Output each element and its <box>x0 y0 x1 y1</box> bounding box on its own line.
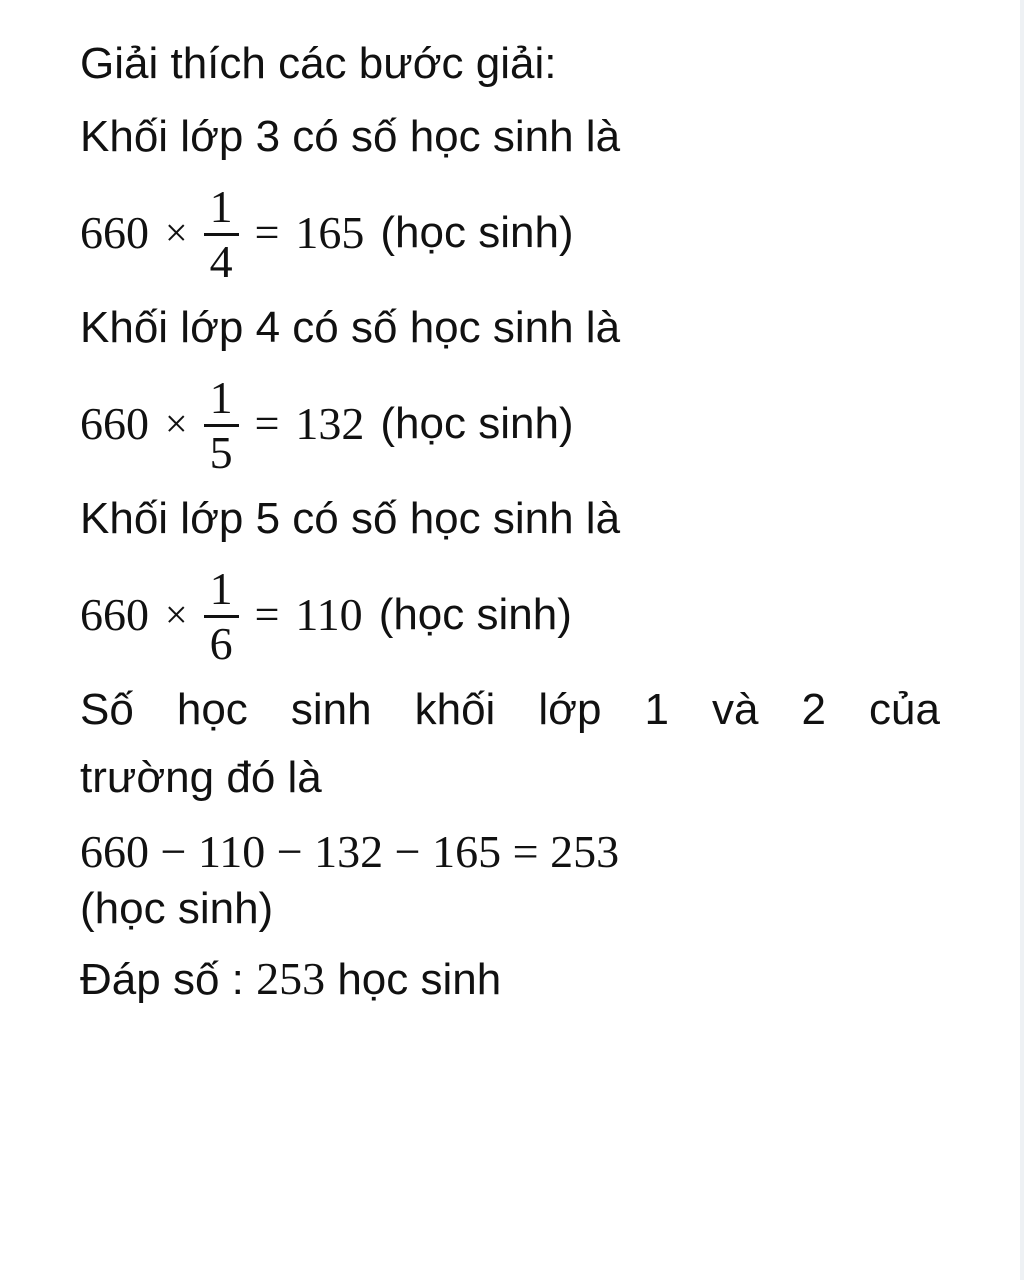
multiply-sign: × <box>165 206 188 260</box>
step3-denominator: 6 <box>204 615 239 668</box>
step1-equation: 660 × 1 4 = 165 (học sinh) <box>80 181 940 285</box>
step3-base: 660 <box>80 584 149 646</box>
step3-fraction: 1 6 <box>204 565 239 669</box>
step3-value: 110 <box>295 584 362 646</box>
step1-numerator: 1 <box>204 183 239 233</box>
answer: Đáp số : 253 học sinh <box>80 952 940 1005</box>
step2-value: 132 <box>295 393 364 455</box>
step3-equation: 660 × 1 6 = 110 (học sinh) <box>80 563 940 667</box>
document-page: Giải thích các bước giải: Khối lớp 3 có … <box>0 0 1020 1280</box>
equals-sign: = <box>255 585 280 644</box>
step1-base: 660 <box>80 202 149 264</box>
step2-text: Khối lớp 4 có số học sinh là <box>80 298 940 357</box>
step1-denominator: 4 <box>204 233 239 286</box>
step2-unit: (học sinh) <box>380 394 573 453</box>
step2-base: 660 <box>80 393 149 455</box>
multiply-sign: × <box>165 588 188 642</box>
multiply-sign: × <box>165 397 188 451</box>
answer-label: Đáp số : <box>80 955 256 1004</box>
answer-suffix: học sinh <box>325 955 501 1004</box>
heading: Giải thích các bước giải: <box>80 34 940 93</box>
step2-equation: 660 × 1 5 = 132 (học sinh) <box>80 372 940 476</box>
step1-unit: (học sinh) <box>380 203 573 262</box>
step1-fraction: 1 4 <box>204 183 239 287</box>
step2-numerator: 1 <box>204 374 239 424</box>
equals-sign: = <box>255 394 280 453</box>
result-expression: 660 − 110 − 132 − 165 = 253 <box>80 825 940 878</box>
step3-unit: (học sinh) <box>379 585 572 644</box>
step1-value: 165 <box>295 202 364 264</box>
result-unit: (học sinh) <box>80 884 940 934</box>
summary-line1: Số học sinh khối lớp 1 và 2 của <box>80 680 940 739</box>
answer-value: 253 <box>256 953 325 1004</box>
step3-text: Khối lớp 5 có số học sinh là <box>80 489 940 548</box>
equals-sign: = <box>255 203 280 262</box>
step2-fraction: 1 5 <box>204 374 239 478</box>
step3-numerator: 1 <box>204 565 239 615</box>
step2-denominator: 5 <box>204 424 239 477</box>
step1-text: Khối lớp 3 có số học sinh là <box>80 107 940 166</box>
summary-line2: trường đó là <box>80 748 940 807</box>
